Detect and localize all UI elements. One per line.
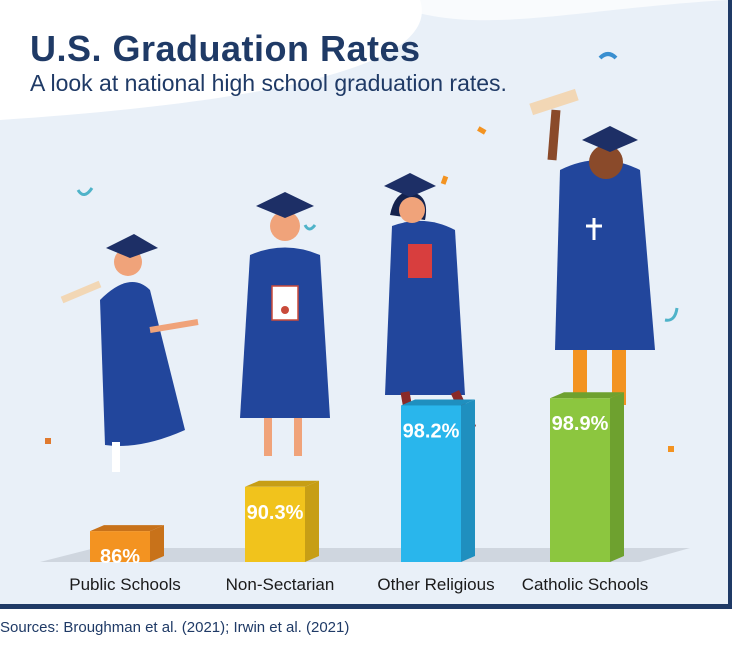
data-label: 86% — [100, 546, 140, 568]
category-label: Public Schools — [69, 575, 181, 594]
graduate-figure-2 — [240, 192, 330, 456]
bar-top — [401, 399, 475, 406]
bars-layer: 86% 90.3% 98.2% 98.9% — [90, 392, 624, 568]
bar-side — [610, 392, 624, 562]
floor-shadow — [40, 548, 690, 562]
bar-side — [461, 399, 475, 562]
bar-side — [305, 480, 319, 562]
page-subtitle: A look at national high school graduatio… — [30, 70, 507, 96]
bar-top — [245, 480, 319, 487]
page-title: U.S. Graduation Rates — [30, 28, 421, 69]
data-label: 90.3% — [247, 502, 304, 524]
sources-note: Sources: Broughman et al. (2021); Irwin … — [0, 619, 350, 636]
bar-top — [90, 525, 164, 532]
graduate-figure-4 — [529, 88, 655, 405]
background-wave — [380, 0, 728, 21]
graduation-chart: 86% 90.3% 98.2% 98.9% Public Schools Non-Sec… — [0, 0, 728, 594]
data-label: 98.9% — [552, 413, 609, 435]
category-label: Catholic Schools — [522, 575, 649, 594]
graduate-figure-3 — [384, 173, 477, 433]
bar — [401, 405, 461, 562]
bar — [550, 398, 610, 562]
category-label: Non-Sectarian — [226, 575, 335, 594]
data-label: 98.2% — [403, 420, 460, 442]
background-blob — [0, 0, 422, 120]
category-label: Other Religious — [377, 575, 494, 594]
bar-side — [150, 525, 164, 562]
graduate-figure-1 — [60, 234, 199, 472]
category-labels: Public Schools Non-Sectarian Other Religio… — [69, 575, 648, 594]
confetti — [45, 52, 679, 452]
bar — [245, 486, 305, 562]
infographic-panel: 86% 90.3% 98.2% 98.9% Public Schools Non-Sec… — [0, 0, 732, 609]
bar-top — [550, 392, 624, 399]
bar — [90, 531, 150, 562]
